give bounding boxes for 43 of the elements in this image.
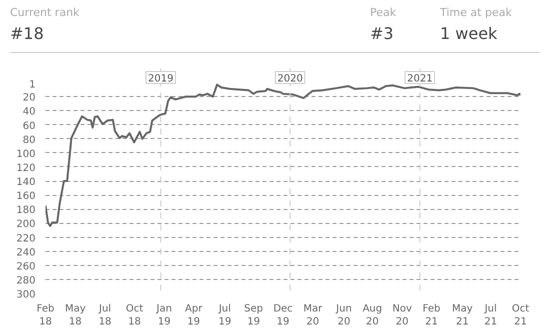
x-tick-label: Jan 19	[156, 304, 172, 328]
x-tick-label: Jul 21	[484, 304, 498, 328]
x-tick-label: Mar 20	[303, 304, 324, 328]
x-tick-label: Oct 21	[512, 304, 530, 328]
x-tick-label: Aug 20	[362, 304, 382, 328]
y-tick-label: 240	[16, 247, 36, 258]
y-tick-label: 260	[16, 261, 36, 272]
x-tick-label: Apr 19	[185, 304, 204, 328]
y-tick-label: 160	[16, 191, 36, 202]
annotation: 1 week	[440, 22, 498, 45]
x-tick-label: Jul 18	[98, 304, 112, 328]
x-tick-label: Feb 18	[36, 304, 54, 328]
y-tick-label: 20	[22, 92, 36, 104]
x-tick-label: Oct 18	[126, 304, 144, 328]
annotation: Time at peak	[440, 5, 513, 21]
ref-line-label: 2020	[277, 74, 303, 84]
y-tick-label: 200	[16, 219, 36, 230]
y-tick-label: 300	[16, 290, 36, 300]
y-tick-label: 180	[16, 205, 36, 216]
y-tick-label: 120	[16, 162, 36, 174]
x-tick-label: Jun 20	[335, 304, 352, 328]
y-tick-label: 220	[16, 233, 36, 244]
annotation: #3	[370, 22, 395, 45]
annotation: #18	[10, 22, 45, 45]
x-tick-label: May 18	[64, 304, 86, 328]
y-tick-label: 1	[29, 79, 36, 90]
x-tick-label: Nov 20	[392, 304, 412, 328]
annotation: Current rank	[10, 5, 80, 21]
y-tick-label: 60	[22, 120, 36, 132]
y-tick-label: 100	[16, 148, 36, 160]
line-series	[46, 84, 520, 227]
annotation: Peak	[370, 5, 398, 21]
y-tick-label: 140	[16, 177, 36, 188]
x-tick-label: Feb 21	[422, 304, 440, 328]
y-tick-label: 280	[16, 275, 36, 286]
ref-line-label: 2021	[407, 74, 433, 84]
x-tick-label: May 21	[452, 304, 473, 328]
y-tick-label: 80	[22, 134, 36, 146]
x-tick-label: Sep 19	[244, 304, 264, 328]
ref-line-label: 2019	[148, 74, 174, 84]
x-tick-label: Dec 19	[273, 304, 293, 328]
y-tick-label: 40	[22, 106, 36, 118]
x-tick-label: Jul 19	[218, 304, 232, 328]
